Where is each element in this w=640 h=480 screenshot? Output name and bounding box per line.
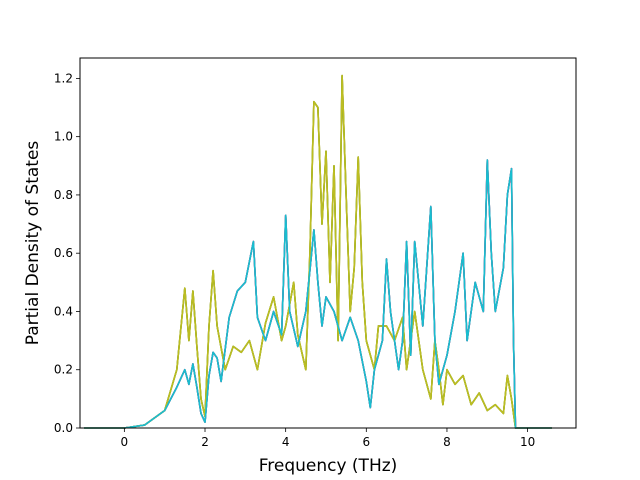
x-tick-label: 8 bbox=[443, 435, 451, 449]
x-tick-label: 10 bbox=[520, 435, 535, 449]
y-tick-label: 0.2 bbox=[54, 363, 73, 377]
x-tick-label: 4 bbox=[282, 435, 290, 449]
axes-frame bbox=[79, 57, 577, 429]
x-tick-label: 0 bbox=[121, 435, 129, 449]
x-tick-label: 2 bbox=[201, 435, 209, 449]
y-tick-label: 0.6 bbox=[54, 246, 73, 260]
y-tick-label: 0.8 bbox=[54, 188, 73, 202]
series-line-7 bbox=[84, 159, 552, 429]
x-axis-label: Frequency (THz) bbox=[259, 456, 398, 476]
y-axis-label: Partial Density of States bbox=[23, 141, 43, 346]
x-axis: 0 2 4 6 8 10 bbox=[121, 428, 535, 449]
y-tick-label: 1.2 bbox=[54, 71, 73, 85]
y-axis: 0.0 0.2 0.4 0.6 0.8 1.0 1.2 bbox=[54, 71, 80, 435]
series-line-6 bbox=[84, 74, 552, 429]
y-tick-label: 1.0 bbox=[54, 130, 73, 144]
plot-area bbox=[80, 58, 576, 428]
y-tick-label: 0.4 bbox=[54, 304, 73, 318]
series-layer bbox=[84, 74, 552, 429]
x-tick-label: 6 bbox=[362, 435, 370, 449]
y-tick-label: 0.0 bbox=[54, 421, 73, 435]
